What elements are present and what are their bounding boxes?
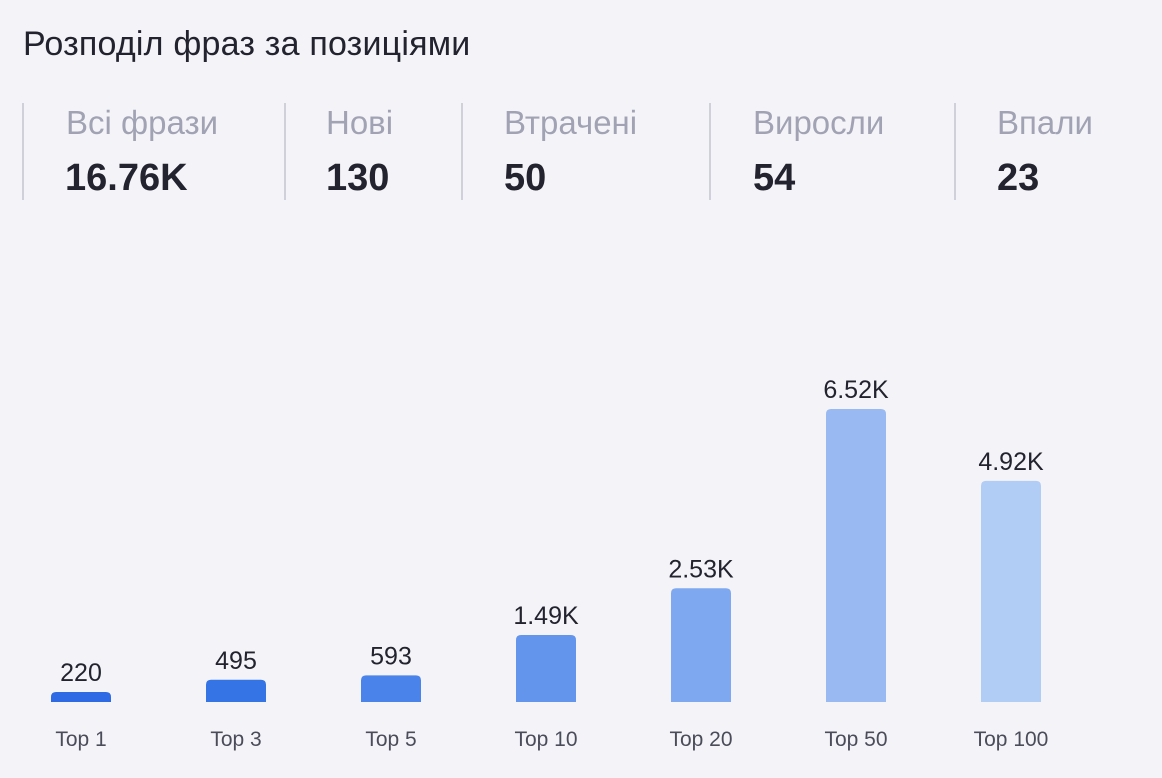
stat-value: 54 [753,157,796,199]
page-title: Розподіл фраз за позиціями [23,25,471,63]
stat-all-phrases[interactable]: Всі фрази 16.76K [22,103,284,200]
bar-top-10[interactable] [516,635,576,702]
data-label: 1.49K [513,602,579,630]
data-label: 593 [370,642,412,670]
stat-label: Виросли [753,104,885,141]
x-tick-label: Top 1 [55,728,106,751]
stat-lost[interactable]: Втрачені 50 [461,103,710,200]
stat-fell[interactable]: Впали 23 [954,103,1162,200]
bar-top-100[interactable] [981,480,1041,702]
stats-summary: Всі фрази 16.76K Нові 130 Втрачені 50 Ви… [0,103,1162,200]
data-label: 6.52K [823,376,889,404]
stat-value: 23 [997,157,1040,199]
data-label: 495 [215,647,257,675]
stat-label: Втрачені [504,104,638,141]
bar-top-3[interactable] [206,679,266,702]
data-label: 4.92K [978,448,1044,476]
stat-new[interactable]: Нові 130 [284,103,462,200]
stat-value: 50 [504,157,547,199]
bar-top-50[interactable] [826,409,886,702]
x-tick-label: Top 3 [210,728,261,751]
stat-label: Нові [326,104,394,141]
stat-label: Всі фрази [66,104,219,141]
stat-value: 130 [326,157,390,199]
bar-top-20[interactable] [671,588,731,702]
bar-top-5[interactable] [361,675,421,702]
stat-value: 16.76K [65,157,188,199]
x-tick-label: Top 100 [974,728,1049,751]
bar-top-1[interactable] [51,692,111,702]
x-tick-label: Top 50 [824,728,887,751]
x-tick-label: Top 5 [365,728,416,751]
x-tick-label: Top 20 [669,728,732,751]
x-tick-label: Top 10 [514,728,577,751]
stat-label: Впали [997,104,1093,141]
stat-grew[interactable]: Виросли 54 [709,103,955,200]
data-label: 220 [60,659,102,687]
data-label: 2.53K [668,555,734,583]
